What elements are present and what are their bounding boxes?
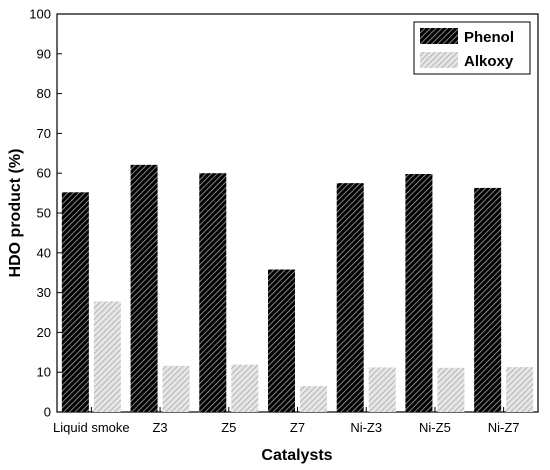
x-tick-label: Z7 — [290, 420, 305, 435]
legend-label-phenol: Phenol — [464, 29, 514, 46]
bar-phenol-liquid-smoke — [61, 192, 89, 412]
x-tick-label: Z5 — [221, 420, 236, 435]
bar-alkoxy-ni-z3 — [368, 367, 396, 412]
x-tick-label: Ni-Z5 — [419, 420, 451, 435]
legend-label-alkoxy: Alkoxy — [464, 53, 514, 70]
y-tick-label: 0 — [44, 405, 51, 420]
y-tick-label: 60 — [37, 166, 51, 181]
bar-phenol-z5 — [199, 173, 227, 412]
bar-alkoxy-z7 — [300, 386, 327, 412]
x-axis-title: Catalysts — [261, 447, 332, 464]
y-axis-title: HDO product (%) — [7, 149, 24, 278]
y-tick-label: 20 — [37, 325, 51, 340]
legend: Phenol Alkoxy — [413, 21, 531, 75]
x-tick-label: Ni-Z3 — [350, 420, 382, 435]
bar-alkoxy-z3 — [162, 365, 190, 412]
legend-swatch-alkoxy — [420, 52, 458, 68]
bar-alkoxy-liquid-smoke — [93, 301, 121, 412]
bars — [61, 164, 534, 412]
legend-swatch-phenol — [420, 28, 458, 44]
x-tick-label: Ni-Z7 — [488, 420, 520, 435]
y-tick-label: 50 — [37, 206, 51, 221]
bar-alkoxy-ni-z5 — [437, 367, 465, 412]
y-tick-label: 30 — [37, 285, 51, 300]
y-tick-label: 40 — [37, 245, 51, 260]
bar-phenol-z7 — [268, 269, 295, 412]
y-tick-label: 70 — [37, 126, 51, 141]
bar-alkoxy-ni-z7 — [506, 367, 534, 412]
y-tick-label: 90 — [37, 46, 51, 61]
y-axis: 0 10 20 30 40 50 60 70 80 90 100 — [29, 7, 62, 420]
y-tick-label: 80 — [37, 86, 51, 101]
bar-phenol-z3 — [130, 164, 158, 412]
x-tick-label: Z3 — [152, 420, 167, 435]
bar-phenol-ni-z7 — [474, 187, 502, 412]
bar-phenol-ni-z3 — [336, 183, 364, 412]
x-tick-label: Liquid smoke — [53, 420, 130, 435]
bar-phenol-ni-z5 — [405, 173, 433, 412]
bar-alkoxy-z5 — [231, 364, 259, 412]
x-axis: Liquid smoke Z3 Z5 Z7 Ni-Z3 Ni-Z5 Ni-Z7 — [53, 407, 520, 435]
y-tick-label: 10 — [37, 365, 51, 380]
y-tick-label: 100 — [29, 7, 51, 22]
